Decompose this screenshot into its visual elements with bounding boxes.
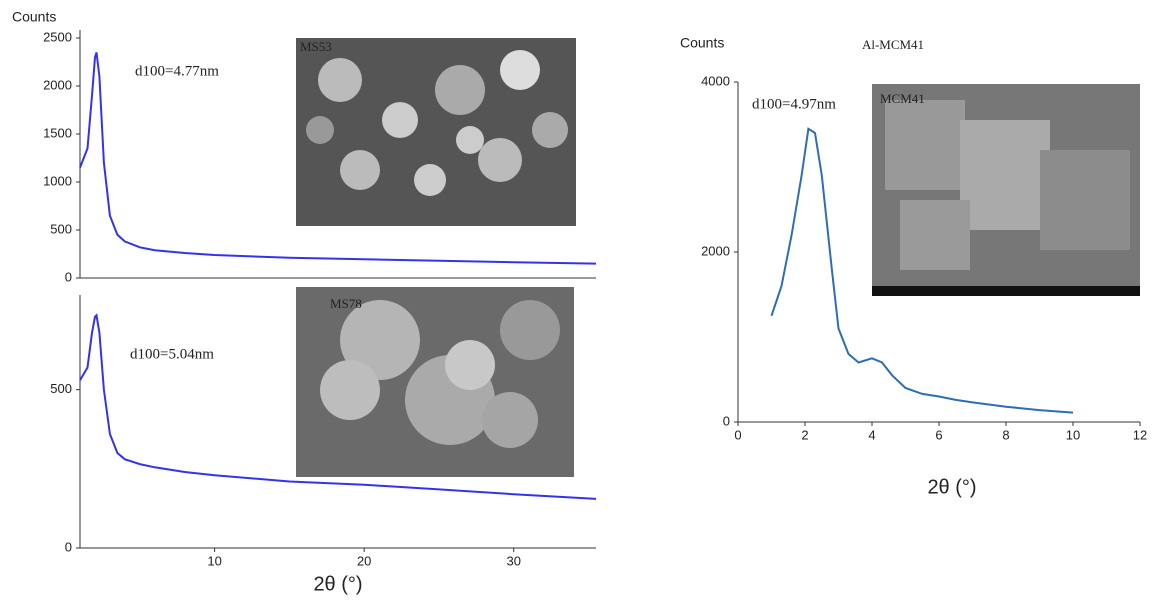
- x-tick-label: 0: [734, 427, 741, 442]
- y-tick-label: 500: [50, 381, 72, 396]
- x-axis-label: 2θ (°): [313, 573, 362, 595]
- x-axis-label: 2θ (°): [927, 476, 976, 498]
- x-tick-label: 12: [1133, 427, 1147, 442]
- annotation: d100=5.04nm: [130, 346, 214, 362]
- x-tick-label: 10: [1066, 427, 1080, 442]
- y-tick-label: 4000: [701, 73, 730, 88]
- y-tick-label: 2500: [43, 29, 72, 44]
- y-tick-label: 0: [65, 269, 72, 284]
- x-tick-label: 2: [801, 427, 808, 442]
- y-tick-label: 2000: [701, 243, 730, 258]
- x-tick-label: 6: [935, 427, 942, 442]
- chart-title: Al-MCM41: [862, 37, 924, 52]
- y-axis-label: Counts: [680, 35, 724, 51]
- annotation: d100=4.97nm: [752, 96, 836, 112]
- sem-image: [296, 38, 576, 226]
- annotation: d100=4.77nm: [135, 63, 219, 79]
- image-label: MCM41: [880, 91, 925, 106]
- x-tick-label: 8: [1002, 427, 1009, 442]
- image-label: MS78: [330, 296, 362, 311]
- image-label: MS53: [300, 39, 332, 54]
- y-tick-label: 1000: [43, 173, 72, 188]
- y-tick-label: 0: [65, 539, 72, 554]
- figure: 05001000150020002500Countsd100=4.77nmMS5…: [0, 0, 1154, 603]
- x-tick-label: 4: [868, 427, 875, 442]
- sem-image: [872, 84, 1140, 296]
- y-tick-label: 1500: [43, 125, 72, 140]
- x-tick-label: 30: [507, 553, 521, 568]
- x-tick-label: 20: [357, 553, 371, 568]
- y-tick-label: 0: [723, 413, 730, 428]
- sem-image: [296, 287, 574, 477]
- y-tick-label: 2000: [43, 77, 72, 92]
- y-tick-label: 500: [50, 221, 72, 236]
- y-axis-label: Counts: [12, 9, 56, 25]
- x-tick-label: 10: [207, 553, 221, 568]
